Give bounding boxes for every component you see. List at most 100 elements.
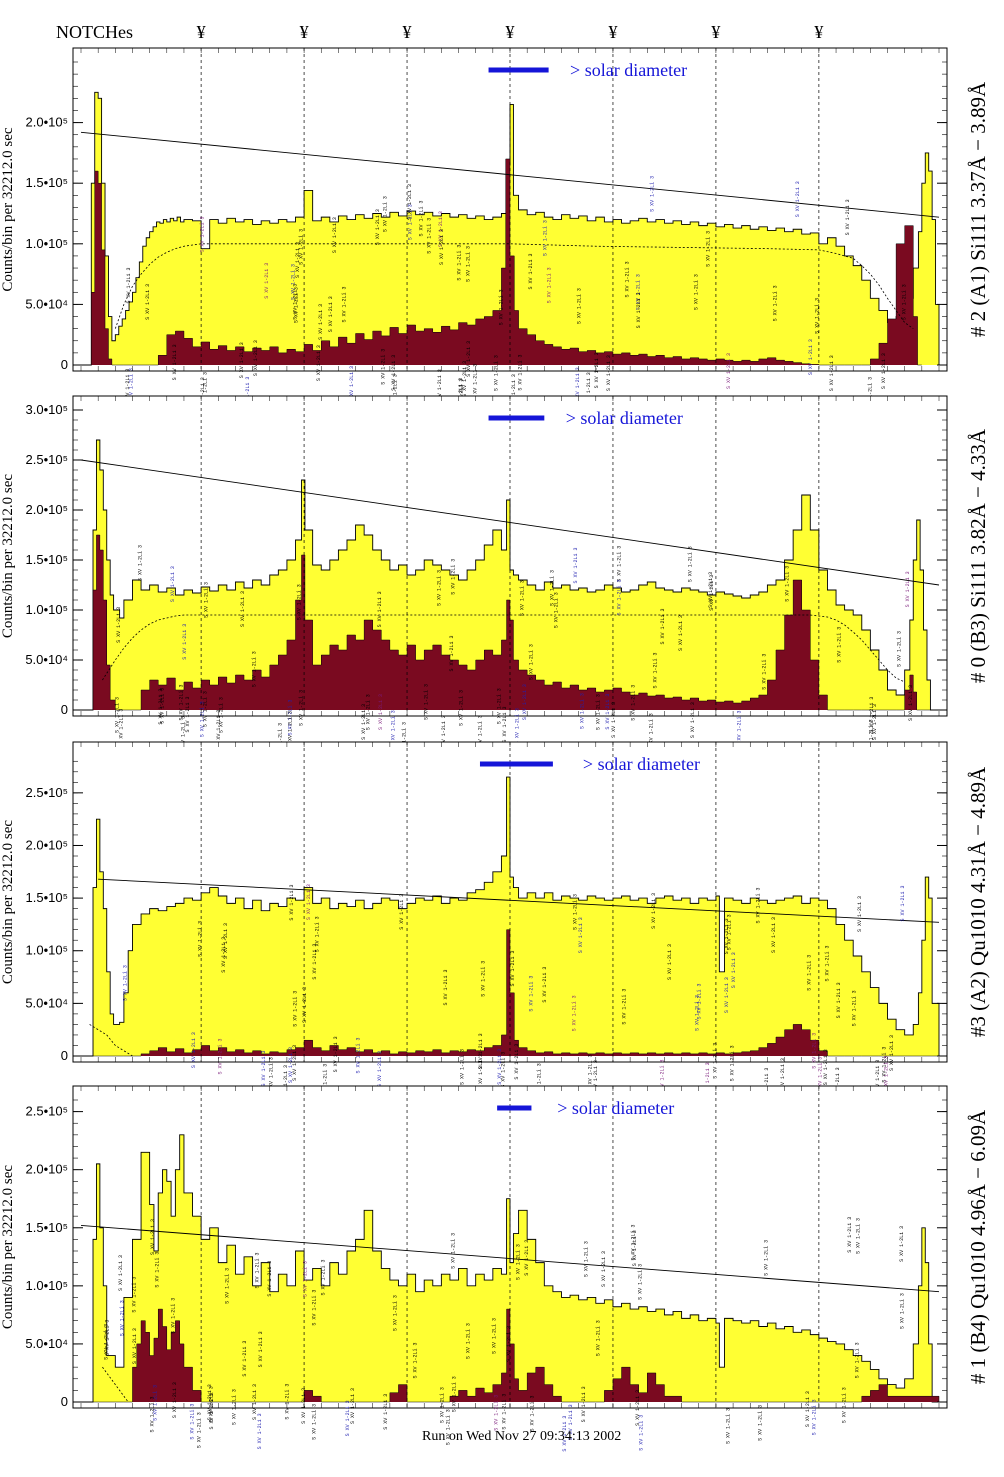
line-id-label: S XV 1-2Li 3 [383, 1394, 389, 1430]
line-id-label: S XV 1-2Li 3 [349, 366, 355, 402]
line-id-label: S XV 1-2Li 3 [518, 355, 524, 391]
line-id-label: S XV 1-2Li 3 [690, 702, 696, 738]
line-id-label: S XV 1-2Li 3 [573, 894, 579, 930]
line-id-label: S XV 1-2Li 3 [473, 364, 479, 400]
line-id-label: S XV 1-2Li 3 [320, 1260, 326, 1296]
histogram-outline-main [81, 439, 939, 711]
line-id-label: S XV 1-2Li 3 [381, 349, 387, 385]
line-id-label: S XV 1-2Li 3 [587, 1054, 593, 1090]
line-id-label: S XV 1-2Li 3 [688, 546, 694, 582]
line-id-label: S XV 1-2Li 3 [399, 894, 405, 930]
line-id-label: S XV 1-2Li 3 [478, 715, 484, 751]
line-id-label: S XV 1-2Li 3 [805, 1391, 811, 1427]
line-id-label: S XV 1-2Li 3 [497, 688, 503, 724]
line-id-label: S XV 1-2Li 3 [857, 896, 863, 932]
line-id-label: S XV 1-2Li 3 [345, 1400, 351, 1436]
line-id-label: S XV 1-2Li 3 [382, 196, 388, 232]
line-id-label: S XV 1-2Li 3 [908, 685, 914, 721]
line-id-label: S XV 1-2Li 3 [459, 1049, 465, 1085]
line-id-label: S XV 1-2Li 3 [216, 710, 222, 746]
y-tick-label: 1.0•10⁵ [26, 236, 68, 251]
line-id-label: S XV 1-2Li 3 [764, 1240, 770, 1276]
y-tick-label: 0 [61, 1048, 68, 1063]
line-id-label: S XV 1-2Li 3 [784, 566, 790, 602]
line-id-label: S XV 1-2Li 3 [283, 1065, 289, 1101]
line-id-label: S XV 1-2Li 3 [480, 961, 486, 997]
line-id-label: S XV 1-2Li 3 [652, 653, 658, 689]
histogram-outline-sub [81, 929, 939, 1057]
y-tick-label: 2.0•10⁵ [26, 115, 68, 130]
line-id-label: S XV 1-2Li 3 [207, 1384, 213, 1420]
line-id-label: S XV 1-2Li 3 [478, 1054, 484, 1090]
y-tick-label: 1.5•10⁵ [26, 1220, 68, 1235]
line-id-label: S XV 1-2Li 3 [705, 1062, 711, 1098]
line-id-label: S XV 1-2Li 3 [730, 1045, 736, 1081]
line-id-label: S XV 1-2Li 3 [150, 1396, 156, 1432]
line-id-label: S XV 1-2Li 3 [780, 1058, 786, 1094]
line-id-label: S XV 1-2Li 3 [221, 937, 227, 973]
line-id-label: S XV 1-2Li 3 [867, 377, 873, 413]
line-id-label: S XV 1-2Li 3 [761, 654, 767, 690]
line-id-label: S XV 1-2Li 3 [708, 572, 714, 608]
line-id-label: S XV 1-2Li 3 [356, 1037, 362, 1073]
line-id-label: S XV 1-2Li 3 [232, 1389, 238, 1425]
y-tick-label: 1.0•10⁵ [26, 1278, 68, 1293]
line-id-label: S XV 1-2Li 3 [123, 965, 129, 1001]
line-id-label: S XV 1-2Li 3 [302, 987, 308, 1023]
line-id-label: S XV 1-2Li 3 [498, 289, 504, 325]
line-id-label: S XV 1-2Li 3 [441, 715, 447, 751]
line-id-label: S XV 1-2Li 3 [814, 298, 820, 334]
line-id-label: S XV 1-2Li 3 [542, 967, 548, 1003]
baseline-curve [89, 1024, 133, 1057]
line-id-label: S XV 1-2Li 3 [292, 991, 298, 1027]
line-id-label: S XV 1-2Li 3 [219, 697, 225, 733]
line-id-label: S XV 1-2Li 3 [502, 1394, 508, 1430]
line-id-label: S XV 1-2Li 3 [225, 1268, 231, 1304]
line-id-label: S XV 1-2Li 3 [897, 631, 903, 667]
line-id-label: S XV 1-2Li 3 [252, 1384, 258, 1420]
line-id-label: S XV 1-2Li 3 [204, 582, 210, 618]
line-id-label: S XV 1-2Li 3 [451, 559, 457, 595]
solar-diameter-label: > solar diameter [566, 408, 683, 428]
y-tick-label: 1.0•10⁵ [26, 602, 68, 617]
line-id-label: S XV 1-2Li 3 [182, 624, 188, 660]
line-id-label: S XV 1-2Li 3 [667, 944, 673, 980]
line-id-label: S XV 1-2Li 3 [494, 355, 500, 391]
line-id-label: S XV 1-2Li 3 [808, 339, 814, 375]
line-id-label: S XV 1-2Li 3 [407, 204, 413, 240]
line-id-labels: S XV 1-2Li 3S XV 1-2Li 3S XV 1-2Li 3S XV… [125, 176, 908, 415]
line-id-label: S XV 1-2Li 3 [617, 580, 623, 616]
line-id-label: S XV 1-2Li 3 [145, 284, 151, 320]
y-tick-label: 3.0•10⁵ [26, 402, 68, 417]
line-id-label: S XV 1-2Li 3 [138, 545, 144, 581]
line-id-label: S XV 1-2Li 3 [514, 708, 520, 744]
line-id-label: S XV 1-2Li 3 [577, 288, 583, 324]
line-id-label: S XV 1-2Li 3 [651, 893, 657, 929]
trend-line [98, 878, 940, 923]
line-id-label: S XV 1-2Li 3 [575, 367, 581, 403]
line-id-label: S XV 1-2Li 3 [332, 217, 338, 253]
line-id-label: S XV 1-2Li 3 [315, 916, 321, 952]
line-id-label: S XV 1-2Li 3 [547, 267, 553, 303]
line-id-label: S XV 1-2Li 3 [254, 1253, 260, 1289]
line-id-label: S XV 1-2Li 3 [550, 570, 556, 606]
line-id-label: S XV 1-2Li 3 [170, 566, 176, 602]
line-id-label: S XV 1-2Li 3 [197, 921, 203, 957]
line-id-label: S XV 1-2Li 3 [172, 1382, 178, 1418]
line-id-label: S XV 1-2Li 3 [835, 1067, 841, 1103]
baseline-curve [114, 243, 914, 329]
line-id-label: S XV 1-2Li 3 [709, 575, 715, 611]
line-id-label: S XV 1-2Li 3 [172, 344, 178, 380]
line-id-label: S XV 1-2Li 3 [284, 1384, 290, 1420]
line-id-label: S XV 1-2Li 3 [771, 917, 777, 953]
line-id-label: S XV 1-2Li 3 [635, 274, 641, 310]
y-tick-label: 1.5•10⁵ [26, 890, 68, 905]
y-tick-label: 1.5•10⁵ [26, 175, 68, 190]
line-id-label: S XV 1-2Li 3 [573, 547, 579, 583]
line-id-label: S XV 1-2Li 3 [737, 711, 743, 747]
line-id-label: S XV 1-2Li 3 [594, 352, 600, 388]
line-id-label: S XV 1-2Li 3 [605, 694, 611, 730]
notch-symbol: ¥ [711, 22, 720, 42]
histogram-fill-sub [81, 1309, 939, 1402]
